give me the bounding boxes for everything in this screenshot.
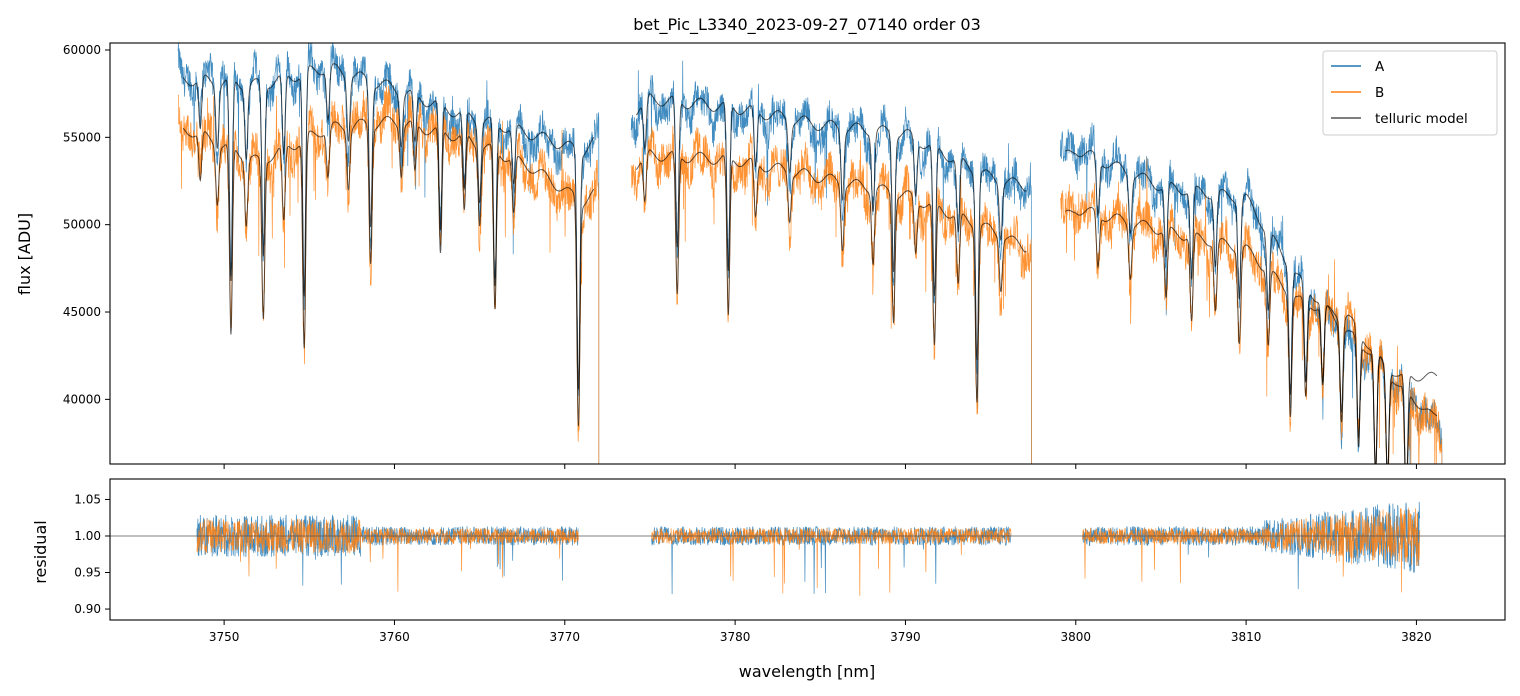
flux-y-tick-label: 50000 bbox=[63, 218, 101, 232]
residual-y-label: residual bbox=[31, 520, 50, 583]
flux-panel: 40000 45000 50000 55000 60000 flux [ADU] A B… bbox=[15, 42, 1506, 469]
legend-entry-a: A bbox=[1375, 59, 1385, 75]
flux-plot-area bbox=[177, 43, 1443, 464]
residual-y-tick-label: 0.90 bbox=[74, 602, 101, 616]
legend-entry-b: B bbox=[1375, 85, 1384, 101]
x-axis-label: wavelength [nm] bbox=[739, 662, 876, 681]
residual-y-ticks: 0.90 0.95 1.00 1.05 bbox=[74, 492, 110, 616]
flux-y-label: flux [ADU] bbox=[15, 213, 34, 295]
flux-y-tick-label: 40000 bbox=[63, 392, 101, 406]
residual-a-line bbox=[196, 501, 1421, 595]
residual-x-tick-label: 3800 bbox=[1060, 630, 1091, 644]
residual-panel: 0.90 0.95 1.00 1.05 3750 3760 3770 3780 3790 380… bbox=[31, 478, 1506, 681]
telluric-model-line-b bbox=[182, 116, 1438, 464]
residual-y-tick-label: 0.95 bbox=[74, 566, 101, 580]
legend-entry-telluric: telluric model bbox=[1375, 111, 1468, 127]
flux-x-ticks bbox=[223, 464, 1417, 469]
legend-frame bbox=[1322, 50, 1498, 136]
residual-y-tick-label: 1.00 bbox=[74, 529, 101, 543]
residual-x-tick-label: 3820 bbox=[1401, 630, 1432, 644]
residual-x-tick-label: 3790 bbox=[890, 630, 921, 644]
flux-y-tick-label: 60000 bbox=[63, 43, 101, 57]
residual-x-ticks: 3750 3760 3770 3780 3790 3800 3810 3820 bbox=[209, 620, 1432, 644]
residual-plot-area bbox=[110, 501, 1505, 596]
flux-y-ticks: 40000 45000 50000 55000 60000 bbox=[63, 43, 110, 406]
chart-title: bet_Pic_L3340_2023-09-27_07140 order 03 bbox=[633, 15, 981, 35]
series-a-line bbox=[177, 43, 1443, 464]
residual-x-tick-label: 3750 bbox=[209, 630, 240, 644]
residual-b-line bbox=[196, 507, 1421, 596]
residual-y-tick-label: 1.05 bbox=[74, 492, 101, 506]
residual-x-tick-label: 3760 bbox=[379, 630, 410, 644]
flux-y-tick-label: 55000 bbox=[63, 130, 101, 144]
residual-axes-frame bbox=[109, 478, 1506, 621]
residual-x-tick-label: 3780 bbox=[720, 630, 751, 644]
residual-x-tick-label: 3770 bbox=[550, 630, 581, 644]
flux-y-tick-label: 45000 bbox=[63, 305, 101, 319]
legend: A B telluric model bbox=[1322, 50, 1498, 136]
flux-axes-frame bbox=[109, 42, 1506, 465]
residual-x-tick-label: 3810 bbox=[1231, 630, 1262, 644]
